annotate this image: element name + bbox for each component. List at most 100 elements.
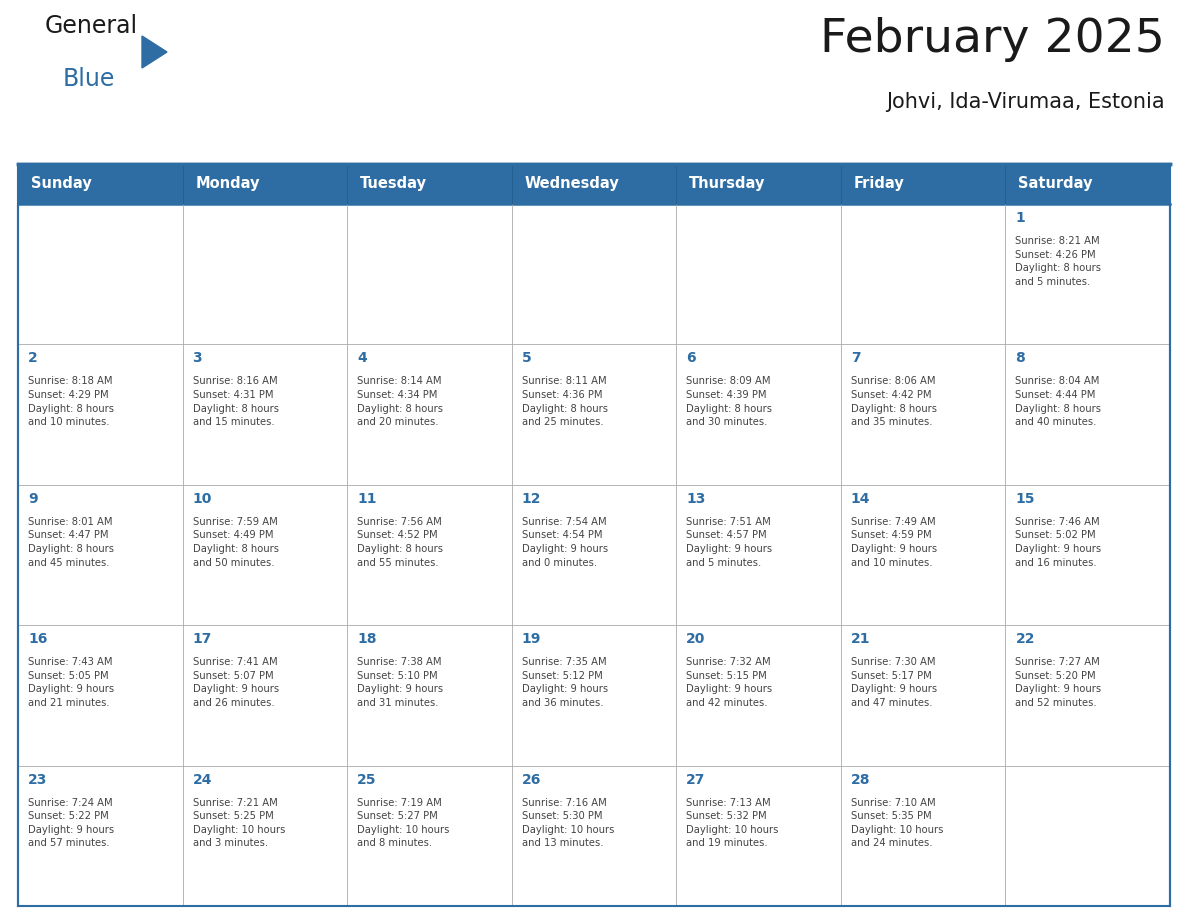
Text: General: General bbox=[45, 14, 138, 38]
Bar bbox=[183, 164, 347, 204]
Bar bbox=[841, 164, 1005, 204]
Bar bbox=[1005, 344, 1170, 485]
Text: 15: 15 bbox=[1016, 492, 1035, 506]
Text: Sunrise: 8:01 AM
Sunset: 4:47 PM
Daylight: 8 hours
and 45 minutes.: Sunrise: 8:01 AM Sunset: 4:47 PM Dayligh… bbox=[29, 517, 114, 567]
Text: 1: 1 bbox=[1016, 211, 1025, 225]
Text: 3: 3 bbox=[192, 352, 202, 365]
Bar bbox=[841, 485, 1005, 625]
Text: Sunrise: 7:16 AM
Sunset: 5:30 PM
Daylight: 10 hours
and 13 minutes.: Sunrise: 7:16 AM Sunset: 5:30 PM Dayligh… bbox=[522, 798, 614, 848]
Text: Sunrise: 7:21 AM
Sunset: 5:25 PM
Daylight: 10 hours
and 3 minutes.: Sunrise: 7:21 AM Sunset: 5:25 PM Dayligh… bbox=[192, 798, 285, 848]
Bar bbox=[512, 164, 676, 204]
Text: Blue: Blue bbox=[63, 67, 115, 91]
Text: Sunrise: 7:46 AM
Sunset: 5:02 PM
Daylight: 9 hours
and 16 minutes.: Sunrise: 7:46 AM Sunset: 5:02 PM Dayligh… bbox=[1016, 517, 1101, 567]
Text: 4: 4 bbox=[358, 352, 367, 365]
Text: 16: 16 bbox=[29, 633, 48, 646]
Text: 7: 7 bbox=[851, 352, 860, 365]
Text: Sunrise: 7:24 AM
Sunset: 5:22 PM
Daylight: 9 hours
and 57 minutes.: Sunrise: 7:24 AM Sunset: 5:22 PM Dayligh… bbox=[29, 798, 114, 848]
Text: Johvi, Ida-Virumaa, Estonia: Johvi, Ida-Virumaa, Estonia bbox=[886, 92, 1165, 112]
Text: 11: 11 bbox=[358, 492, 377, 506]
Text: Sunrise: 7:35 AM
Sunset: 5:12 PM
Daylight: 9 hours
and 36 minutes.: Sunrise: 7:35 AM Sunset: 5:12 PM Dayligh… bbox=[522, 657, 608, 708]
Bar bbox=[512, 204, 676, 344]
Bar bbox=[676, 766, 841, 906]
Bar bbox=[1005, 485, 1170, 625]
Text: Sunrise: 7:49 AM
Sunset: 4:59 PM
Daylight: 9 hours
and 10 minutes.: Sunrise: 7:49 AM Sunset: 4:59 PM Dayligh… bbox=[851, 517, 937, 567]
Bar bbox=[347, 164, 512, 204]
Text: Sunrise: 8:04 AM
Sunset: 4:44 PM
Daylight: 8 hours
and 40 minutes.: Sunrise: 8:04 AM Sunset: 4:44 PM Dayligh… bbox=[1016, 376, 1101, 427]
Bar bbox=[676, 164, 841, 204]
Bar bbox=[512, 485, 676, 625]
Bar bbox=[347, 766, 512, 906]
Text: Sunrise: 7:59 AM
Sunset: 4:49 PM
Daylight: 8 hours
and 50 minutes.: Sunrise: 7:59 AM Sunset: 4:49 PM Dayligh… bbox=[192, 517, 278, 567]
Bar bbox=[183, 204, 347, 344]
Bar bbox=[183, 766, 347, 906]
Bar bbox=[841, 625, 1005, 766]
Text: 25: 25 bbox=[358, 773, 377, 787]
Text: 23: 23 bbox=[29, 773, 48, 787]
Text: Sunrise: 8:14 AM
Sunset: 4:34 PM
Daylight: 8 hours
and 20 minutes.: Sunrise: 8:14 AM Sunset: 4:34 PM Dayligh… bbox=[358, 376, 443, 427]
Text: Sunday: Sunday bbox=[31, 176, 91, 192]
Bar bbox=[512, 344, 676, 485]
Text: Sunrise: 7:27 AM
Sunset: 5:20 PM
Daylight: 9 hours
and 52 minutes.: Sunrise: 7:27 AM Sunset: 5:20 PM Dayligh… bbox=[1016, 657, 1101, 708]
Text: Sunrise: 8:11 AM
Sunset: 4:36 PM
Daylight: 8 hours
and 25 minutes.: Sunrise: 8:11 AM Sunset: 4:36 PM Dayligh… bbox=[522, 376, 608, 427]
Text: 18: 18 bbox=[358, 633, 377, 646]
Bar bbox=[18, 766, 183, 906]
Text: 17: 17 bbox=[192, 633, 211, 646]
Text: Monday: Monday bbox=[196, 176, 260, 192]
Text: Sunrise: 8:21 AM
Sunset: 4:26 PM
Daylight: 8 hours
and 5 minutes.: Sunrise: 8:21 AM Sunset: 4:26 PM Dayligh… bbox=[1016, 236, 1101, 286]
Bar bbox=[183, 485, 347, 625]
Bar bbox=[347, 344, 512, 485]
Text: 26: 26 bbox=[522, 773, 541, 787]
Text: 6: 6 bbox=[687, 352, 696, 365]
Text: Tuesday: Tuesday bbox=[360, 176, 428, 192]
Text: Sunrise: 7:54 AM
Sunset: 4:54 PM
Daylight: 9 hours
and 0 minutes.: Sunrise: 7:54 AM Sunset: 4:54 PM Dayligh… bbox=[522, 517, 608, 567]
Bar bbox=[18, 625, 183, 766]
Bar bbox=[18, 485, 183, 625]
Polygon shape bbox=[143, 36, 168, 68]
Text: 22: 22 bbox=[1016, 633, 1035, 646]
Text: Sunrise: 7:56 AM
Sunset: 4:52 PM
Daylight: 8 hours
and 55 minutes.: Sunrise: 7:56 AM Sunset: 4:52 PM Dayligh… bbox=[358, 517, 443, 567]
Bar bbox=[183, 625, 347, 766]
Text: Sunrise: 8:18 AM
Sunset: 4:29 PM
Daylight: 8 hours
and 10 minutes.: Sunrise: 8:18 AM Sunset: 4:29 PM Dayligh… bbox=[29, 376, 114, 427]
Bar bbox=[18, 164, 183, 204]
Bar bbox=[676, 625, 841, 766]
Text: Saturday: Saturday bbox=[1018, 176, 1093, 192]
Text: Sunrise: 7:19 AM
Sunset: 5:27 PM
Daylight: 10 hours
and 8 minutes.: Sunrise: 7:19 AM Sunset: 5:27 PM Dayligh… bbox=[358, 798, 449, 848]
Text: 8: 8 bbox=[1016, 352, 1025, 365]
Text: Sunrise: 7:32 AM
Sunset: 5:15 PM
Daylight: 9 hours
and 42 minutes.: Sunrise: 7:32 AM Sunset: 5:15 PM Dayligh… bbox=[687, 657, 772, 708]
Bar bbox=[347, 625, 512, 766]
Text: Sunrise: 8:16 AM
Sunset: 4:31 PM
Daylight: 8 hours
and 15 minutes.: Sunrise: 8:16 AM Sunset: 4:31 PM Dayligh… bbox=[192, 376, 278, 427]
Text: 27: 27 bbox=[687, 773, 706, 787]
Text: 5: 5 bbox=[522, 352, 531, 365]
Bar bbox=[347, 485, 512, 625]
Bar bbox=[1005, 164, 1170, 204]
Bar bbox=[18, 204, 183, 344]
Text: Sunrise: 7:51 AM
Sunset: 4:57 PM
Daylight: 9 hours
and 5 minutes.: Sunrise: 7:51 AM Sunset: 4:57 PM Dayligh… bbox=[687, 517, 772, 567]
Bar bbox=[512, 766, 676, 906]
Text: Sunrise: 8:09 AM
Sunset: 4:39 PM
Daylight: 8 hours
and 30 minutes.: Sunrise: 8:09 AM Sunset: 4:39 PM Dayligh… bbox=[687, 376, 772, 427]
Text: Sunrise: 8:06 AM
Sunset: 4:42 PM
Daylight: 8 hours
and 35 minutes.: Sunrise: 8:06 AM Sunset: 4:42 PM Dayligh… bbox=[851, 376, 937, 427]
Bar bbox=[841, 204, 1005, 344]
Bar bbox=[347, 204, 512, 344]
Bar bbox=[1005, 204, 1170, 344]
Text: 13: 13 bbox=[687, 492, 706, 506]
Bar bbox=[183, 344, 347, 485]
Bar bbox=[676, 485, 841, 625]
Text: Wednesday: Wednesday bbox=[525, 176, 619, 192]
Bar bbox=[841, 344, 1005, 485]
Text: Friday: Friday bbox=[854, 176, 904, 192]
Text: 14: 14 bbox=[851, 492, 871, 506]
Text: Sunrise: 7:43 AM
Sunset: 5:05 PM
Daylight: 9 hours
and 21 minutes.: Sunrise: 7:43 AM Sunset: 5:05 PM Dayligh… bbox=[29, 657, 114, 708]
Bar bbox=[841, 766, 1005, 906]
Text: 20: 20 bbox=[687, 633, 706, 646]
Text: 19: 19 bbox=[522, 633, 541, 646]
Text: 24: 24 bbox=[192, 773, 213, 787]
Bar bbox=[1005, 625, 1170, 766]
Text: Sunrise: 7:10 AM
Sunset: 5:35 PM
Daylight: 10 hours
and 24 minutes.: Sunrise: 7:10 AM Sunset: 5:35 PM Dayligh… bbox=[851, 798, 943, 848]
Bar bbox=[512, 625, 676, 766]
Bar bbox=[676, 204, 841, 344]
Text: February 2025: February 2025 bbox=[820, 17, 1165, 62]
Bar bbox=[18, 344, 183, 485]
Text: 9: 9 bbox=[29, 492, 38, 506]
Text: Sunrise: 7:41 AM
Sunset: 5:07 PM
Daylight: 9 hours
and 26 minutes.: Sunrise: 7:41 AM Sunset: 5:07 PM Dayligh… bbox=[192, 657, 279, 708]
Text: 10: 10 bbox=[192, 492, 211, 506]
